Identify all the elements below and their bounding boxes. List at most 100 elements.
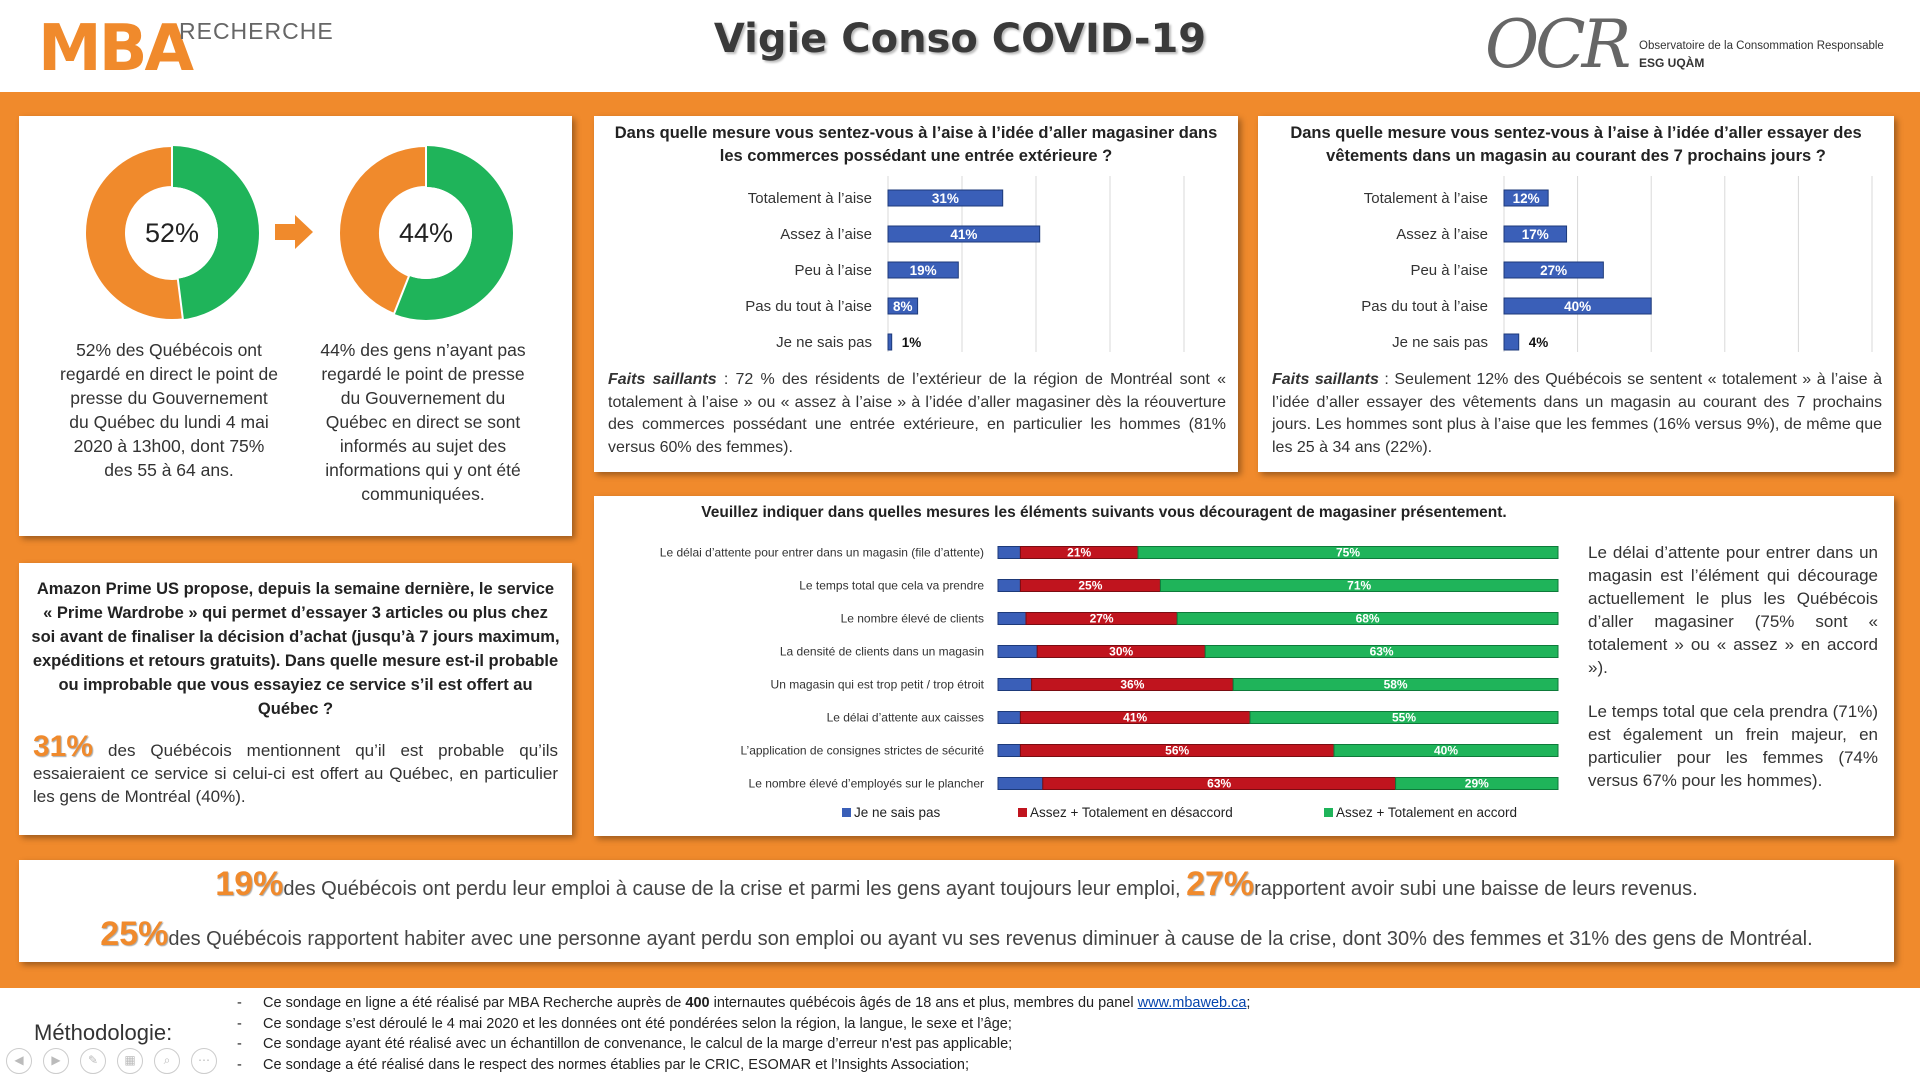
amazon-question: Amazon Prime US propose, depuis la semai… <box>31 580 560 718</box>
category-label: Peu à l’aise <box>1410 262 1488 279</box>
amazon-pct: 31% <box>33 730 94 763</box>
data-label: 8% <box>893 299 913 314</box>
deterrents-side-text-1: Le délai d’attente pour entrer dans un m… <box>1588 543 1878 677</box>
mba-logo: MBA RECHERCHE <box>38 12 334 86</box>
banner-line-2: 25%des Québécois rapportent habiter avec… <box>100 915 1813 953</box>
donut-left-text: 52% des Québécois ont regardé en direct … <box>60 340 278 480</box>
data-label: 71% <box>1347 579 1371 593</box>
bar-segment <box>1137 546 1559 559</box>
legend-swatch <box>842 808 851 817</box>
slideshow-controls: ◀ ▶ ✎ ▦ ⌕ ⋯ <box>6 1048 228 1074</box>
methodology-item: - Ce sondage en ligne a été réalisé par M… <box>237 995 1251 1011</box>
data-label: 21% <box>1067 546 1091 560</box>
data-label: 27% <box>1540 263 1567 278</box>
category-label: Assez à l’aise <box>780 226 872 243</box>
donut-right-text: 44% des gens n’ayant pas regardé le poin… <box>320 340 526 504</box>
methodology-section: Méthodologie: - Ce sondage en ligne a été… <box>0 988 1920 1080</box>
bar-segment <box>1232 678 1559 691</box>
methodology-item: - Ce sondage ayant été réalisé avec un éc… <box>237 1036 1013 1052</box>
donut-chart-right: 44% <box>337 144 515 322</box>
slides-icon[interactable]: ▦ <box>117 1048 143 1074</box>
category-label: Je ne sais pas <box>1392 334 1488 351</box>
header: MBA RECHERCHE Vigie Conso COVID-19 OCR O… <box>0 0 1920 92</box>
data-label: 40% <box>1564 299 1591 314</box>
methodology-item: - Ce sondage a été réalisé dans le respec… <box>237 1056 970 1073</box>
donut-chart-left: 52% <box>83 144 261 322</box>
clothes-highlights: Faits saillants : Seulement 12% des Québ… <box>1272 371 1882 456</box>
category-label: Le temps total que cela va prendre <box>799 579 984 593</box>
deterrents-stacked-chart: Le délai d’attente pour entrer dans un m… <box>660 546 1559 820</box>
amazon-panel: Amazon Prime US propose, depuis la semai… <box>19 563 572 835</box>
deterrents-question-title: Veuillez indiquer dans quelles mesures l… <box>701 504 1507 521</box>
data-label: 56% <box>1165 744 1189 758</box>
data-label: 25% <box>1078 579 1102 593</box>
data-label: 12% <box>1513 191 1540 206</box>
legend-swatch <box>1018 808 1027 817</box>
methodology-list: - Ce sondage en ligne a été réalisé par M… <box>237 993 1250 1075</box>
data-label: 17% <box>1522 227 1549 242</box>
bar-segment <box>997 777 1044 790</box>
bar <box>887 261 959 279</box>
data-label: 68% <box>1356 612 1380 626</box>
right-arrow-icon <box>275 215 315 254</box>
data-label: 63% <box>1370 645 1394 659</box>
category-label: Le nombre élevé de clients <box>841 612 984 626</box>
outdoor-question-title: Dans quelle mesure vous sentez-vous à l’… <box>614 124 1218 165</box>
data-label: 36% <box>1120 678 1144 692</box>
bar <box>887 333 893 351</box>
bar <box>1503 189 1549 207</box>
data-label: 75% <box>1336 546 1360 560</box>
category-label: Le délai d’attente aux caisses <box>827 711 984 725</box>
category-label: Pas du tout à l’aise <box>1361 298 1488 315</box>
more-icon[interactable]: ⋯ <box>191 1048 217 1074</box>
category-label: Assez à l’aise <box>1396 226 1488 243</box>
bar <box>887 225 1041 243</box>
category-label: Totalement à l’aise <box>748 190 872 207</box>
donut-left-label: 52% <box>144 218 200 248</box>
category-label: Peu à l’aise <box>794 262 872 279</box>
methodology-label: Méthodologie: <box>34 1020 173 1045</box>
bar-segment <box>1176 612 1559 625</box>
bar <box>1503 225 1568 243</box>
bar-segment <box>1333 744 1559 757</box>
clothes-trying-panel: Dans quelle mesure vous sentez-vous à l’… <box>1258 116 1894 472</box>
bar-segment <box>997 678 1033 691</box>
bar <box>1503 297 1652 315</box>
bar <box>1503 333 1520 351</box>
bar <box>1503 261 1604 279</box>
bar-segment <box>997 645 1038 658</box>
bar-segment <box>997 579 1021 592</box>
data-label: 31% <box>932 191 959 206</box>
ocr-logo: OCR Observatoire de la Consommation Resp… <box>1485 6 1884 83</box>
bar-segment <box>997 612 1027 625</box>
data-label: 41% <box>950 227 977 242</box>
category-label: La densité de clients dans un magasin <box>780 645 984 659</box>
data-label: 55% <box>1392 711 1416 725</box>
donut-right-label: 44% <box>398 218 454 248</box>
category-label: L’application de consignes strictes de s… <box>741 744 985 758</box>
data-label: 4% <box>1529 335 1549 350</box>
banner-line-1: 19%des Québécois ont perdu leur emploi à… <box>215 865 1698 903</box>
bar-segment <box>997 744 1021 757</box>
employment-banner: 19%des Québécois ont perdu leur emploi à… <box>19 860 1894 962</box>
legend-swatch <box>1324 808 1333 817</box>
legend-label: Assez + Totalement en désaccord <box>1030 805 1233 820</box>
outdoor-highlights: Faits saillants : 72 % des résidents de … <box>608 371 1226 456</box>
next-icon[interactable]: ▶ <box>43 1048 69 1074</box>
category-label: Un magasin qui est trop petit / trop étr… <box>771 678 985 692</box>
bar-segment <box>1249 711 1559 724</box>
donut-right-hole <box>380 187 472 279</box>
donut-left-hole <box>126 187 218 279</box>
mbaweb-link[interactable]: www.mbaweb.ca <box>1137 995 1247 1011</box>
press-conference-panel: 52% 44% 52% des Québécois ont regardé en… <box>19 116 572 536</box>
pen-icon[interactable]: ✎ <box>80 1048 106 1074</box>
zoom-icon[interactable]: ⌕ <box>154 1048 180 1074</box>
page-title: Vigie Conso COVID-19 <box>713 16 1207 62</box>
previous-icon[interactable]: ◀ <box>6 1048 32 1074</box>
bar-segment <box>997 546 1021 559</box>
donut-right-orange-arc <box>338 144 427 316</box>
category-label: Le nombre élevé d’employés sur le planch… <box>749 777 984 791</box>
data-label: 27% <box>1090 612 1114 626</box>
deterrents-side-text-2: Le temps total que cela prendra (71%) es… <box>1588 702 1878 790</box>
category-label: Le délai d’attente pour entrer dans un m… <box>660 546 984 560</box>
